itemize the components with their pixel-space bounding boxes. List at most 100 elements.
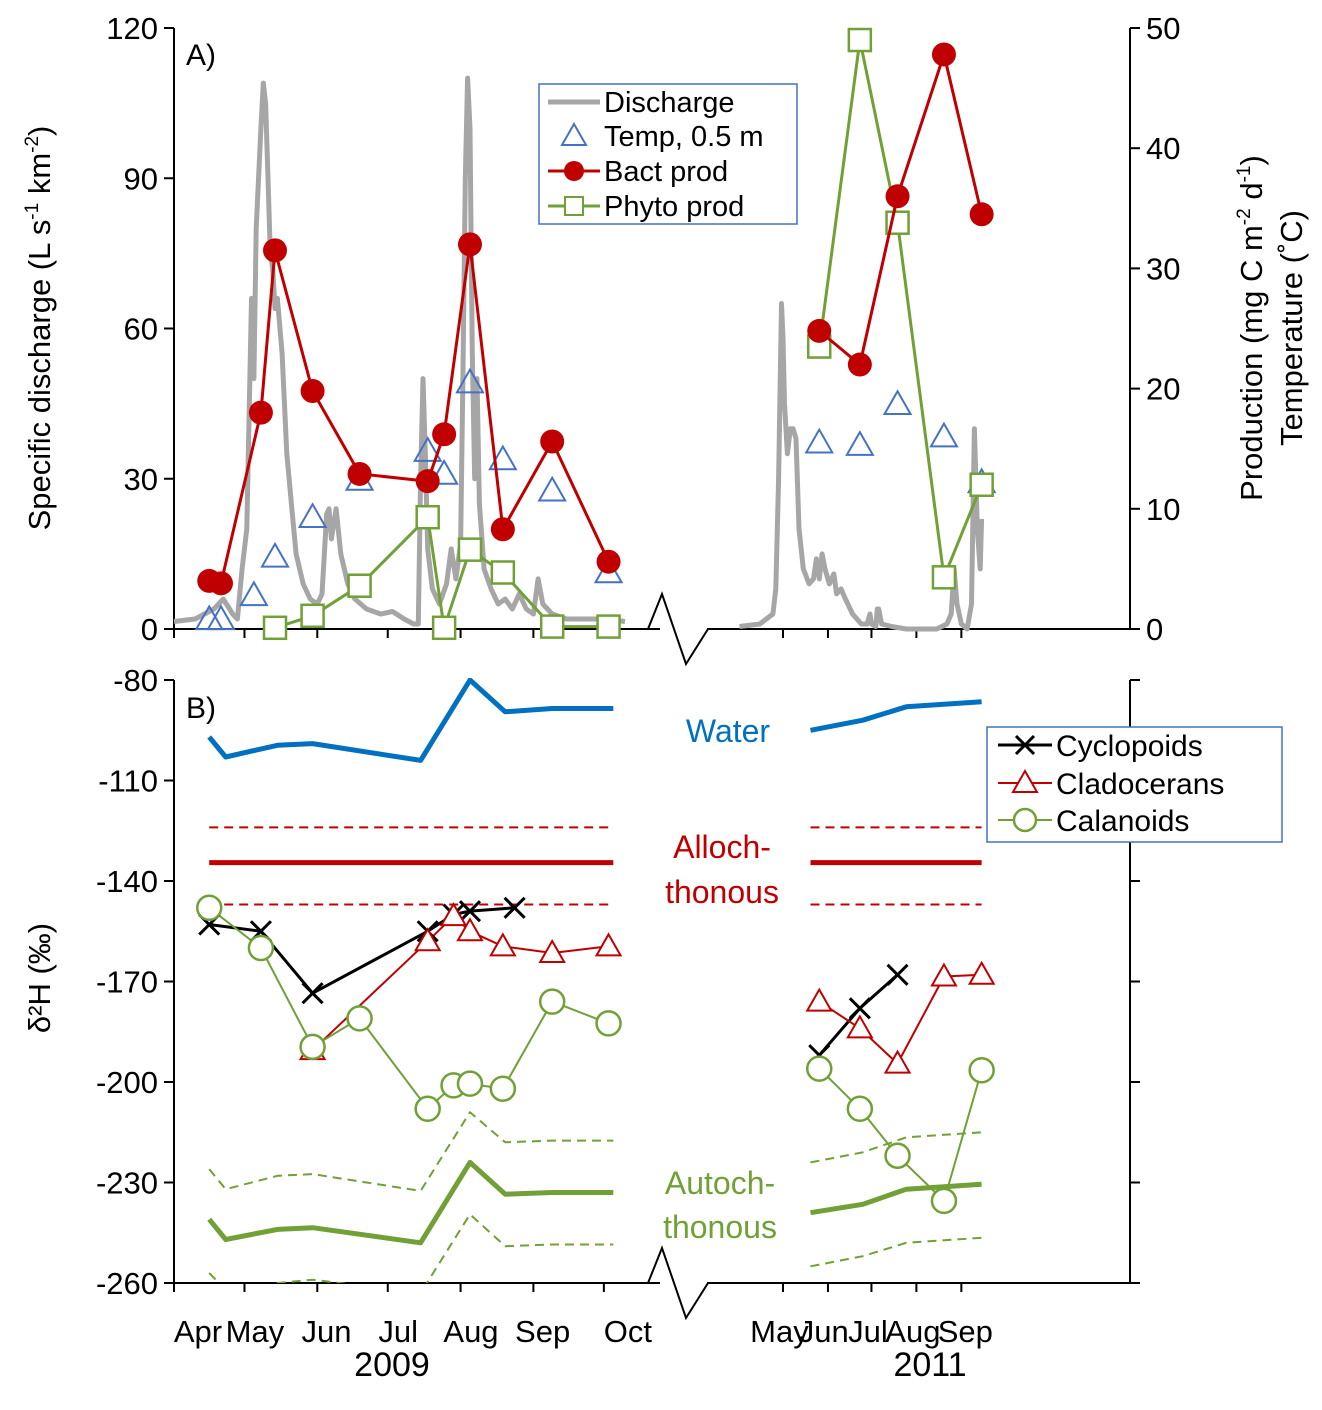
panel-b-legend: Cyclopoids Cladocerans Calanoids: [986, 726, 1283, 843]
phyto-prod-point: [931, 565, 957, 590]
x-month-label: May: [750, 1314, 809, 1349]
legend-bact-label: Bact prod: [604, 156, 728, 188]
temp-point: [882, 389, 913, 415]
temp-point: [412, 436, 443, 462]
calanoids-point: [806, 1055, 833, 1082]
panel-a-y2-label-part: ): [1234, 155, 1269, 165]
legend-cladocerans-label: Cladocerans: [1056, 768, 1224, 801]
phyto-prod-line: [817, 38, 983, 579]
panel-a-y2-tick-label: 50: [1146, 11, 1180, 46]
autochthonous-upper-bound-line: [208, 1111, 614, 1192]
phyto-prod-point: [490, 560, 516, 585]
calanoids-point: [456, 1070, 484, 1097]
calanoids-line: [208, 907, 609, 1110]
cladocerans-point: [439, 902, 468, 927]
panel-a-y-label-part: Specific discharge (L s: [22, 220, 57, 531]
panel-a-y2-label-part: d: [1234, 182, 1269, 208]
cyclopoids-point: [848, 997, 871, 1020]
panel-b-y-tick-label: -80: [113, 663, 158, 698]
panel-a-y-tick-label: 30: [124, 462, 158, 497]
panel-b-y-tick-label: -110: [98, 764, 158, 799]
cladocerans-point: [846, 1014, 874, 1039]
annotation-allochthonous-line1: Alloch-: [673, 829, 771, 865]
temp-point: [239, 580, 269, 607]
temp-point: [455, 367, 485, 394]
calanoids-point: [414, 1095, 441, 1123]
panel-a-y2-axis-label-temperature: Temperature (˚C): [1274, 210, 1309, 446]
cyclopoids-point: [301, 982, 324, 1005]
panel-a-label: A): [186, 39, 216, 72]
phyto-prod-point: [596, 614, 621, 639]
x-month-label: Jun: [302, 1314, 352, 1349]
temp-point: [297, 502, 328, 528]
x-month-label: Jun: [799, 1314, 849, 1349]
temp-point: [537, 475, 567, 502]
panel-a-y2-tick-label: 30: [1146, 251, 1180, 286]
panel-a-y2-tick-label: 0: [1146, 612, 1163, 647]
autochthonous-lower-bound-line: [208, 1213, 614, 1283]
phyto-prod-point: [539, 614, 565, 639]
phyto-prod-point: [300, 603, 325, 629]
annotation-water: Water: [686, 713, 771, 749]
annotation-autochthonous-line2: thonous: [663, 1209, 777, 1245]
cladocerans-line: [818, 973, 982, 1065]
annotation-allochthonous-line2: thonous: [665, 874, 779, 910]
legend-temp-marker: [560, 121, 588, 146]
bact-prod-point: [807, 318, 832, 343]
phyto-prod-point: [347, 573, 372, 598]
legend-cyclopoids-marker: [1014, 734, 1036, 756]
discharge-line: [173, 75, 626, 627]
panel-a-legend: Discharge Temp, 0.5 m Bact prod Phyto pr…: [538, 83, 798, 225]
bact-prod-point: [540, 429, 565, 454]
year-label-2011: 2011: [893, 1346, 966, 1384]
bact-prod-line: [818, 52, 984, 367]
calanoids-point: [195, 894, 223, 922]
panel-a-y2-label-sup: -2: [1234, 208, 1255, 225]
panel-a-y-label-part: ): [22, 126, 57, 136]
panel-a-y2-tick-label: 10: [1146, 492, 1180, 527]
panel-b-y-tick-label: -140: [96, 864, 158, 899]
panel-a-y-tick-label: 90: [124, 161, 158, 196]
panel-a-y-label-sup: -1: [22, 203, 43, 220]
legend-calanoids-marker: [1012, 807, 1038, 833]
cladocerans-point: [930, 962, 958, 987]
bact-prod-point: [347, 461, 372, 486]
panel-a-y2-label-sup: -1: [1234, 166, 1255, 183]
x-month-label: Oct: [604, 1314, 653, 1349]
cladocerans-point: [805, 987, 833, 1012]
calanoids-point: [538, 988, 566, 1015]
panel-a-y-tick-label: 120: [106, 11, 158, 46]
autochthonous-lower-bound-line: [810, 1236, 982, 1268]
temp-point: [929, 421, 959, 448]
x-month-label: Sep: [515, 1314, 570, 1349]
panel-a-y-label-sup: -2: [22, 136, 43, 153]
bact-prod-point: [457, 232, 482, 257]
autochthonous-mean-line: [207, 1159, 614, 1246]
temp-point: [260, 541, 290, 568]
legend-bact-marker: [564, 161, 584, 181]
calanoids-point: [299, 1033, 326, 1061]
water-line: [207, 678, 614, 763]
panel-b-y-tick-label: -200: [96, 1065, 158, 1100]
legend-temp-label: Temp, 0.5 m: [604, 121, 764, 153]
x-month-label: Aug: [885, 1314, 940, 1349]
calanoids-point: [489, 1075, 517, 1102]
legend-calanoids-label: Calanoids: [1056, 805, 1189, 838]
calanoids-point: [346, 1005, 373, 1032]
panel-b-series: [207, 678, 983, 1283]
panel-a-y-tick-label: 60: [124, 312, 158, 347]
panel-a-y2-tick-label: 40: [1146, 131, 1180, 166]
x-month-label: Sep: [938, 1314, 993, 1349]
bact-prod-point: [885, 184, 910, 209]
panel-b-label: B): [186, 692, 216, 725]
bact-prod-point: [969, 202, 994, 227]
calanoids-point: [247, 934, 275, 962]
legend-discharge-label: Discharge: [604, 87, 735, 119]
bact-prod-point: [208, 571, 233, 596]
cladocerans-point: [413, 927, 442, 952]
phyto-prod-point: [262, 615, 288, 641]
temp-point: [429, 458, 459, 485]
legend-cladocerans-marker: [1011, 768, 1039, 793]
phyto-prod-point: [847, 27, 873, 53]
